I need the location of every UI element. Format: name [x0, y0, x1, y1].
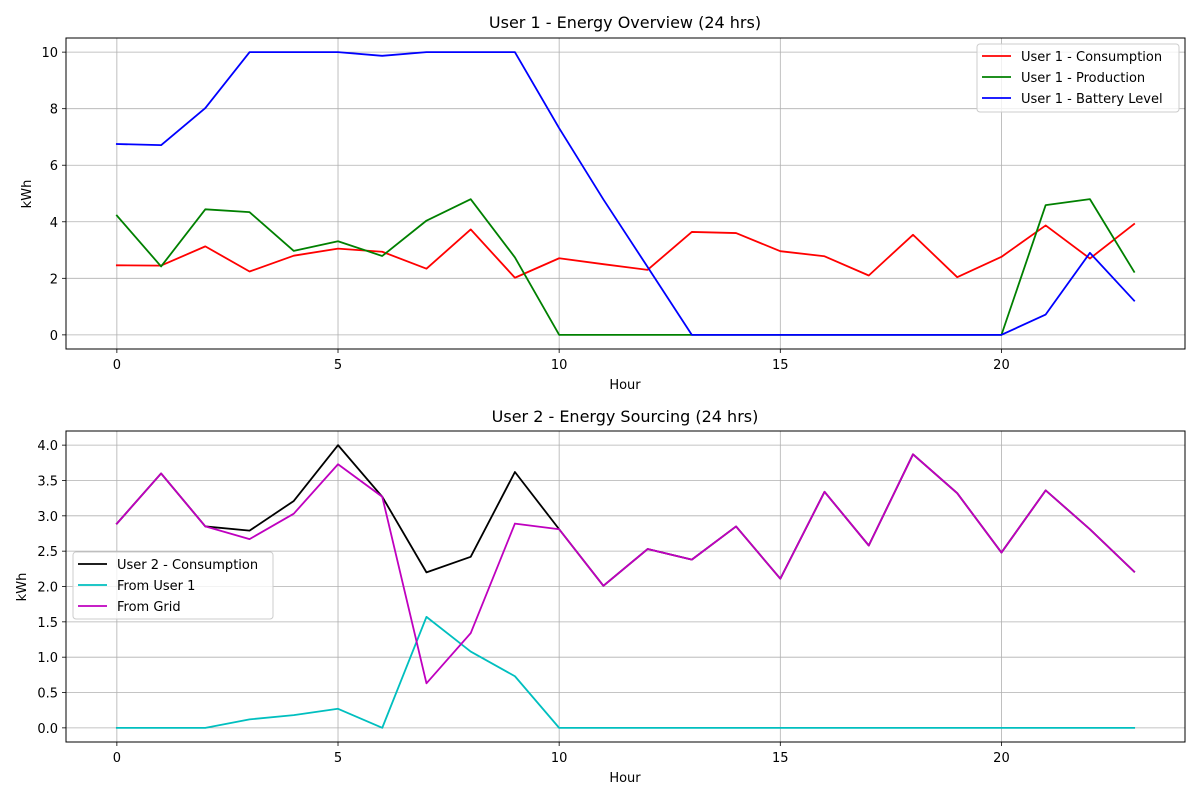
legend-label-from-grid: From Grid — [117, 600, 181, 615]
chart-user1-energy-overview: User 1 - Energy Overview (24 hrs) 0 5 10 15… — [20, 13, 1186, 393]
chart1-legend: User 1 - Consumption User 1 - Production… — [976, 43, 1180, 113]
chart1-y-tick-label: 6 — [50, 159, 58, 174]
chart2-y-tick-label: 2.5 — [37, 545, 58, 560]
chart1-y-tick-label: 0 — [50, 329, 58, 344]
chart2-y-axis-label: kWh — [15, 573, 30, 602]
chart1-x-tick-label: 10 — [551, 358, 568, 373]
chart2-y-tick-label: 1.0 — [37, 651, 58, 666]
chart-user2-energy-sourcing: User 2 - Energy Sourcing (24 hrs) 0 5 10 15… — [15, 407, 1186, 786]
chart1-legend-box — [976, 43, 1180, 113]
legend-label-user1-production: User 1 - Production — [1021, 71, 1145, 86]
legend-label-user1-consumption: User 1 - Consumption — [1021, 50, 1162, 65]
chart2-x-tick-label: 15 — [772, 751, 789, 766]
chart2-series — [115, 444, 1136, 729]
chart1-x-tick-label: 5 — [334, 358, 342, 373]
chart2-y-tick-label: 0.5 — [37, 687, 58, 702]
chart1-ticks: 0 5 10 15 20 0 2 4 6 8 10 — [41, 46, 1009, 373]
chart2-axes-frame — [65, 430, 1186, 743]
chart1-y-axis-label: kWh — [20, 180, 35, 209]
chart2-x-tick-label: 0 — [113, 751, 121, 766]
chart2-x-tick-label: 5 — [334, 751, 342, 766]
chart2-legend-box — [72, 551, 274, 620]
chart2-x-axis-label: Hour — [609, 771, 641, 786]
chart2-title: User 2 - Energy Sourcing (24 hrs) — [492, 407, 759, 426]
legend-label-user2-consumption: User 2 - Consumption — [117, 558, 258, 573]
chart2-x-tick-label: 20 — [993, 751, 1010, 766]
chart2-x-tick-label: 10 — [551, 751, 568, 766]
chart1-series — [115, 51, 1136, 336]
chart2-y-tick-label: 3.5 — [37, 474, 58, 489]
chart1-x-tick-label: 20 — [993, 358, 1010, 373]
chart1-y-tick-label: 10 — [41, 46, 58, 61]
chart2-y-tick-label: 1.5 — [37, 616, 58, 631]
chart1-x-tick-label: 15 — [772, 358, 789, 373]
chart2-y-tick-label: 0.0 — [37, 722, 58, 737]
chart2-y-tick-label: 2.0 — [37, 581, 58, 596]
chart1-y-tick-label: 8 — [50, 103, 58, 118]
series-line-user-1-battery-level — [115, 51, 1136, 336]
series-line-user-1-consumption — [115, 222, 1136, 279]
series-line-from-grid — [115, 453, 1136, 685]
chart1-x-axis-label: Hour — [609, 378, 641, 393]
chart1-y-tick-label: 4 — [50, 216, 58, 231]
legend-label-user1-battery-level: User 1 - Battery Level — [1021, 92, 1163, 107]
chart1-x-tick-label: 0 — [113, 358, 121, 373]
chart2-y-tick-label: 4.0 — [37, 439, 58, 454]
chart2-ticks: 0 5 10 15 20 0.0 0.5 1.0 1.5 2.0 2.5 3.0 3.5 4.0 — [37, 439, 1009, 766]
chart2-y-tick-label: 3.0 — [37, 510, 58, 525]
chart1-axes-frame — [65, 37, 1186, 350]
chart2-gridlines — [66, 431, 1185, 742]
legend-label-from-user1: From User 1 — [117, 579, 195, 594]
series-line-from-user-1 — [115, 615, 1136, 729]
chart2-legend: User 2 - Consumption From User 1 From Gr… — [72, 551, 274, 620]
chart1-title: User 1 - Energy Overview (24 hrs) — [489, 13, 761, 32]
chart1-y-tick-label: 2 — [50, 272, 58, 287]
